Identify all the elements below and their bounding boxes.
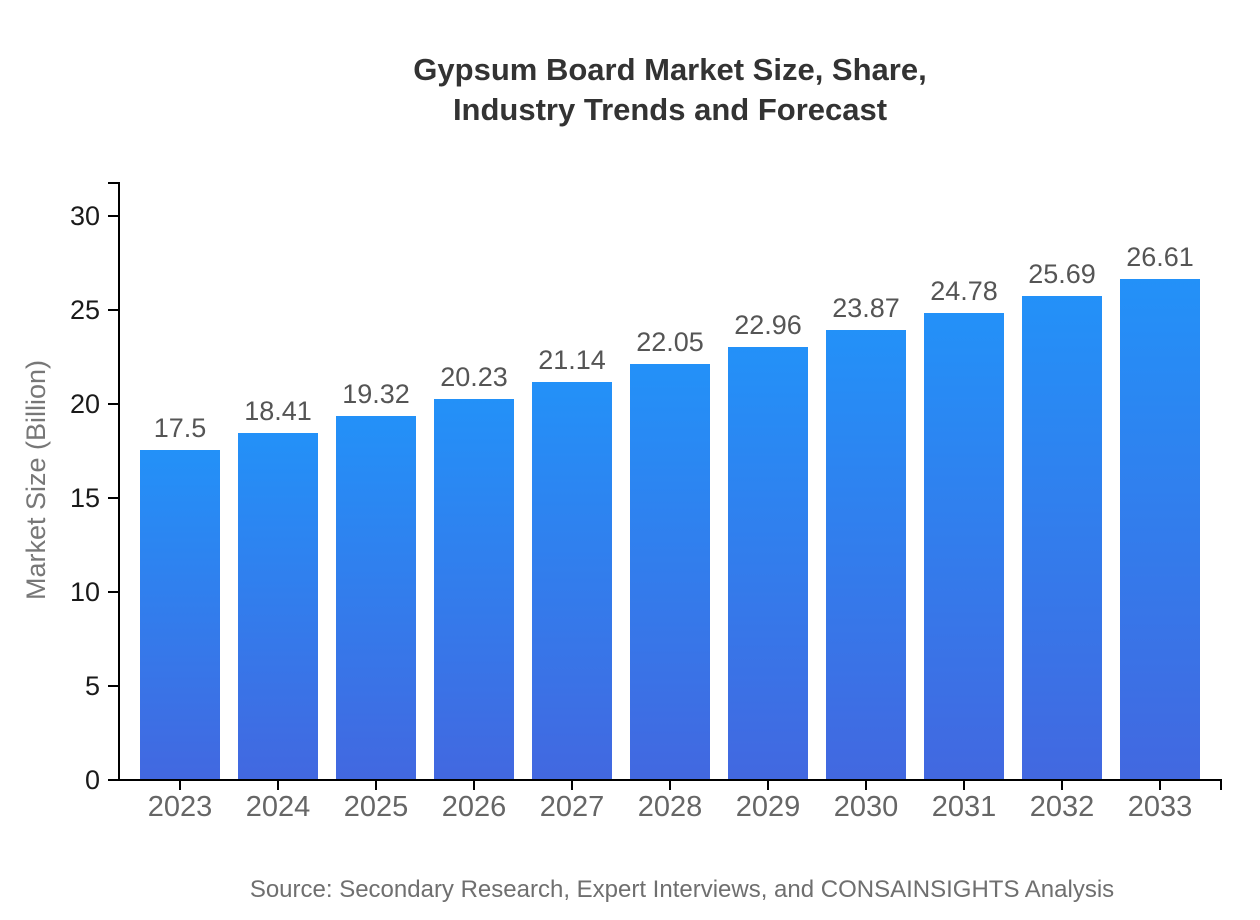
x-tick [1159,781,1161,790]
bar [532,382,612,779]
chart-title-line1: Gypsum Board Market Size, Share, [413,52,927,87]
y-tick [108,685,118,687]
x-tick [865,781,867,790]
x-tick-label: 2032 [1029,791,1095,823]
bar-value-label: 20.23 [440,362,508,392]
bar-value-label: 24.78 [930,276,998,306]
x-tick [963,781,965,790]
x-tick-label: 2026 [441,791,507,823]
x-tick [375,781,377,790]
y-tick [108,779,118,781]
y-tick [108,497,118,499]
bar [238,433,318,779]
bar [336,416,416,779]
bar [630,364,710,779]
y-axis-line [118,182,120,781]
y-tick-label: 30 [69,201,100,231]
bar [1120,279,1200,779]
bar [924,313,1004,779]
y-axis-title: Market Size (Billion) [21,359,51,601]
x-tick-label: 2027 [539,791,605,823]
bar [728,347,808,779]
source-note: Source: Secondary Research, Expert Inter… [249,876,1115,903]
bar-value-label: 22.96 [734,310,802,340]
bar-value-label: 26.61 [1126,242,1194,272]
x-axis-line [118,779,1222,781]
y-tick-label: 20 [69,389,100,419]
chart-title-line2: Industry Trends and Forecast [452,92,888,127]
y-axis-endcap-tick [108,182,118,184]
x-tick-label: 2029 [735,791,801,823]
x-tick [179,781,181,790]
bar [1022,296,1102,779]
bar-value-label: 19.32 [342,379,410,409]
bar [140,450,220,779]
x-tick-label: 2028 [637,791,703,823]
y-tick [108,591,118,593]
bar-value-label: 22.05 [636,327,704,357]
y-tick-label: 5 [84,671,100,701]
chart-title: Gypsum Board Market Size, Share, Industr… [70,50,1260,130]
x-tick [1061,781,1063,790]
bar-value-label: 25.69 [1028,259,1096,289]
x-tick [277,781,279,790]
y-tick-label: 0 [84,765,100,795]
y-tick-label: 10 [69,577,100,607]
x-tick-label: 2033 [1127,791,1193,823]
bar-value-label: 21.14 [538,345,606,375]
x-axis-endcap-tick [1220,781,1222,790]
x-tick-label: 2031 [931,791,997,823]
x-tick-label: 2023 [147,791,213,823]
y-tick [108,215,118,217]
y-tick-label: 15 [69,483,100,513]
y-tick-label: 25 [69,295,100,325]
x-tick [669,781,671,790]
x-tick [767,781,769,790]
bar-value-label: 17.5 [153,413,207,443]
x-tick [473,781,475,790]
x-tick-label: 2030 [833,791,899,823]
x-tick-label: 2025 [343,791,409,823]
y-tick [108,309,118,311]
bar [826,330,906,779]
y-tick [108,403,118,405]
bar [434,399,514,779]
x-tick [571,781,573,790]
bar-value-label: 23.87 [832,293,900,323]
bar-value-label: 18.41 [244,396,312,426]
x-tick-label: 2024 [245,791,311,823]
